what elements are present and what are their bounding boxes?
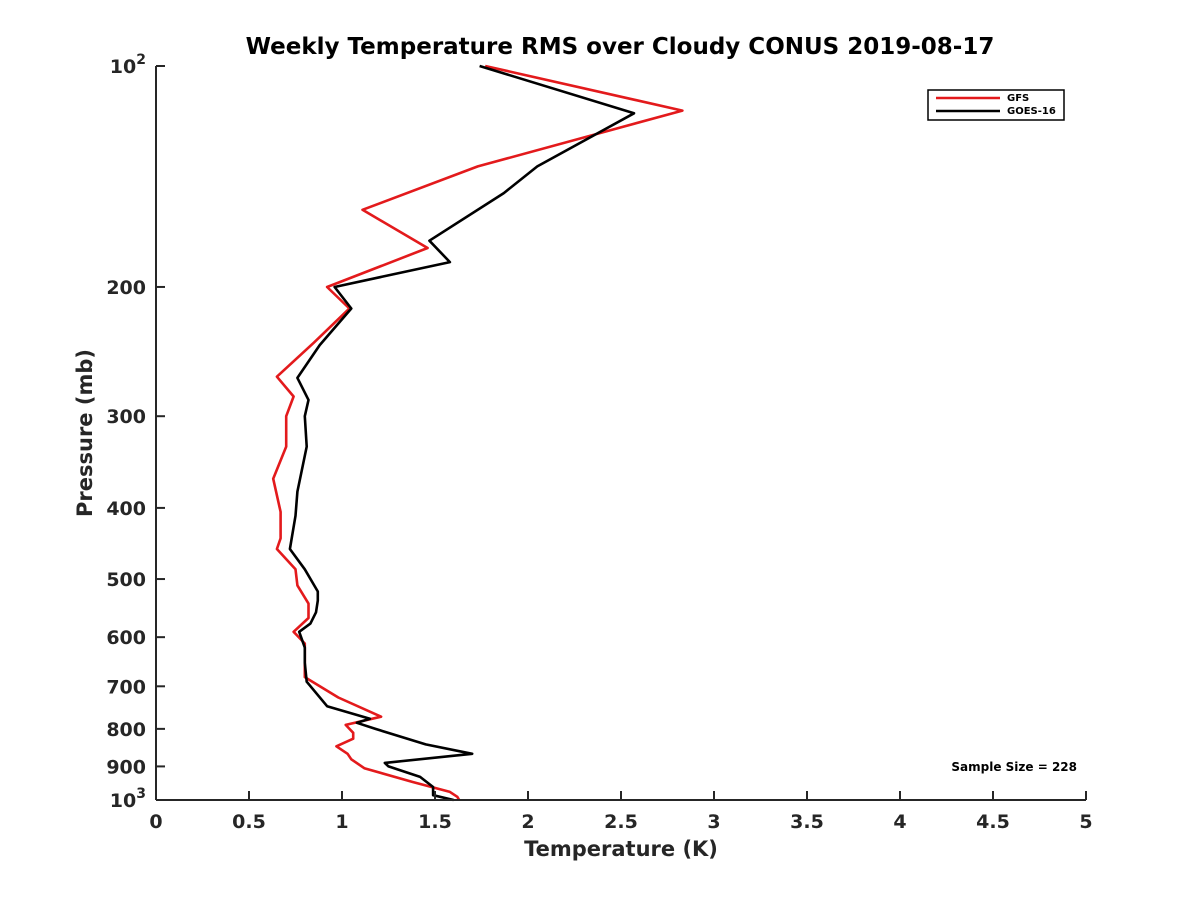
x-tick-label: 4.5: [976, 811, 1010, 833]
y-tick-label: 800: [106, 719, 146, 741]
legend-label-gfs: GFS: [1007, 93, 1029, 104]
plot-lines: [271, 64, 684, 802]
y-tick-label: 300: [106, 406, 146, 428]
y-tick-label: 500: [106, 569, 146, 591]
y-tick-label: 102: [110, 52, 146, 78]
series-line-gfs: [271, 64, 684, 801]
x-ticks: 0 0.5 1 1.5 2 2.5 3 3.5 4 4.5 5: [149, 791, 1093, 833]
x-tick-label: 2.5: [604, 811, 638, 833]
y-tick-label: 400: [106, 498, 146, 520]
x-tick-label: 5: [1079, 811, 1092, 833]
y-axis-label: Pressure (mb): [73, 349, 97, 517]
legend-label-goes16: GOES-16: [1007, 106, 1056, 117]
x-tick-label: 1.5: [418, 811, 452, 833]
x-axis-label: Temperature (K): [524, 837, 718, 861]
y-tick-label: 200: [106, 277, 146, 299]
y-tick-label: 103: [110, 786, 146, 812]
series-line-goes16: [288, 64, 636, 802]
chart-title: Weekly Temperature RMS over Cloudy CONUS…: [246, 34, 995, 60]
x-tick-label: 3: [707, 811, 720, 833]
x-tick-label: 0: [149, 811, 162, 833]
x-tick-label: 2: [521, 811, 534, 833]
y-tick-label: 600: [106, 627, 146, 649]
x-tick-label: 3.5: [790, 811, 824, 833]
y-ticks: 102 200 300 400 500 600 700 800 900 103: [106, 52, 165, 812]
x-tick-label: 1: [335, 811, 348, 833]
x-tick-label: 0.5: [232, 811, 266, 833]
legend-box: [927, 89, 1065, 121]
y-tick-label: 900: [106, 756, 146, 778]
y-tick-label: 700: [106, 676, 146, 698]
legend: GFS GOES-16: [927, 89, 1065, 121]
sample-size-annotation: Sample Size = 228: [951, 760, 1077, 774]
x-tick-label: 4: [893, 811, 906, 833]
